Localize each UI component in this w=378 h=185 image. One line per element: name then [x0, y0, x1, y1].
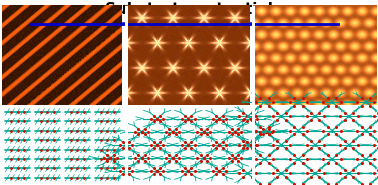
Bar [254, 107, 376, 182]
Bar [125, 6, 128, 182]
Text: Substrate potential: Substrate potential [105, 2, 273, 17]
Bar [252, 6, 255, 182]
Bar [127, 107, 250, 182]
Bar [2, 107, 122, 182]
